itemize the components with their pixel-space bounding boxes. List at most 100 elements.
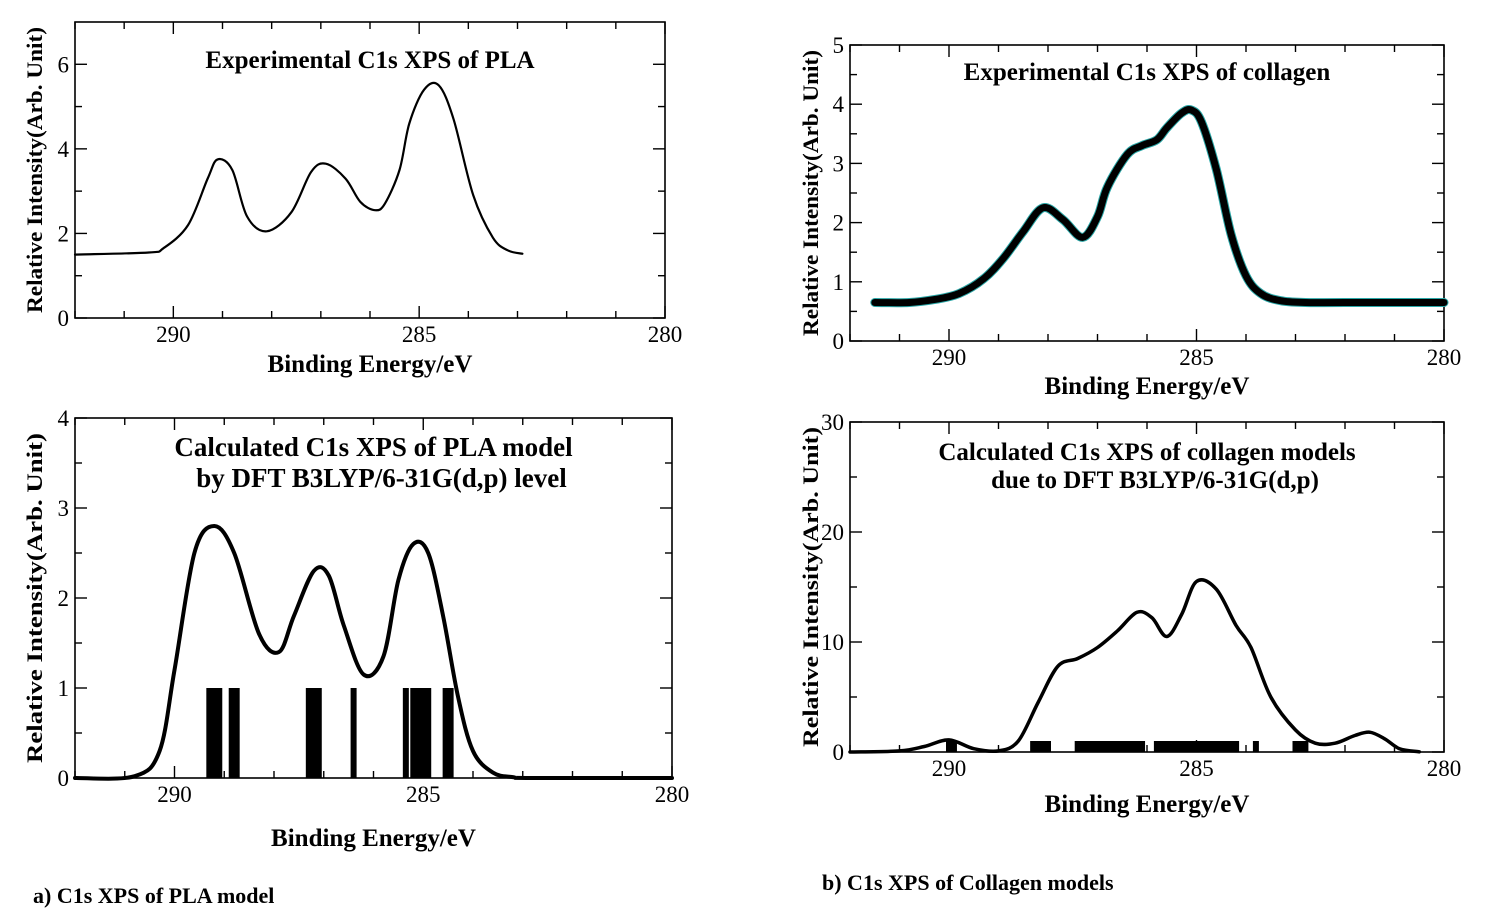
stick-bar xyxy=(950,741,957,752)
stick-bar xyxy=(305,688,312,778)
chart-collagen-calc: 290 285 280 0 10 20 30 Calculated C1s XPS of co… xyxy=(798,410,1461,818)
stick-bar xyxy=(946,741,952,752)
y-axis-label: Relative Intensity(Arb. Unit) xyxy=(798,50,823,336)
stick-bar xyxy=(1153,741,1160,752)
x-tick-label: 280 xyxy=(655,782,690,807)
x-tick-label: 285 xyxy=(406,782,441,807)
stick-bar xyxy=(211,688,218,778)
stick-bar xyxy=(1208,741,1215,752)
x-tick-label: 280 xyxy=(1427,756,1462,781)
stick-bar xyxy=(415,688,422,778)
y-tick-label: 10 xyxy=(821,630,844,655)
stick-bar xyxy=(1129,741,1136,752)
chart-pla-calc: 290 285 280 0 1 2 3 4 Calculated C1s XPS of PLA … xyxy=(22,406,689,852)
stick-bar xyxy=(1188,741,1195,752)
stick-bar xyxy=(447,688,454,778)
y-tick-label: 3 xyxy=(58,496,70,521)
stick-bar xyxy=(1252,741,1259,752)
y-tick-label: 0 xyxy=(58,306,70,331)
stick-bar xyxy=(1040,741,1047,752)
stick-bar xyxy=(1158,741,1165,752)
chart-subtitle: by DFT B3LYP/6-31G(d,p) level xyxy=(196,463,567,493)
stick-bar xyxy=(1213,741,1220,752)
stick-bar xyxy=(1168,741,1175,752)
y-tick-label: 6 xyxy=(58,52,70,77)
x-tick-label: 285 xyxy=(1179,345,1214,370)
stick-bar xyxy=(1124,741,1131,752)
stick-bar xyxy=(1094,741,1101,752)
series-line xyxy=(871,106,1448,307)
series-line xyxy=(73,81,524,256)
y-axis-label: Relative Intensity(Arb. Unit) xyxy=(22,433,47,763)
stick-bar xyxy=(1139,741,1146,752)
stick-bar xyxy=(1119,741,1126,752)
stick-bar xyxy=(1163,741,1170,752)
x-axis-label: Binding Energy/eV xyxy=(268,351,473,378)
stick-bar xyxy=(228,688,235,778)
y-tick-label: 0 xyxy=(58,766,70,791)
stick-bar xyxy=(402,688,409,778)
stick-bar xyxy=(310,688,317,778)
x-axis-label: Binding Energy/eV xyxy=(1045,791,1250,818)
stick-bar xyxy=(206,688,213,778)
stick-bar xyxy=(216,688,223,778)
stick-bar xyxy=(1045,741,1051,752)
stick-bar xyxy=(350,688,357,778)
caption-pla: a) C1s XPS of PLA model xyxy=(33,883,275,908)
x-tick-label: 285 xyxy=(1179,756,1214,781)
stick-bar xyxy=(420,688,427,778)
x-tick-label: 290 xyxy=(932,345,967,370)
x-tick-label: 290 xyxy=(156,322,191,347)
x-axis-label: Binding Energy/eV xyxy=(1045,373,1250,400)
chart-title: Experimental C1s XPS of collagen xyxy=(964,59,1331,86)
y-tick-label: 4 xyxy=(58,137,70,162)
stick-bar xyxy=(1302,741,1309,752)
stick-bar xyxy=(1183,741,1190,752)
stick-bar xyxy=(1233,741,1240,752)
stick-bar xyxy=(425,688,432,778)
stick-bar xyxy=(1292,741,1299,752)
stick-bar xyxy=(1114,741,1121,752)
series-line xyxy=(73,524,674,781)
stick-bar xyxy=(1198,741,1205,752)
y-tick-label: 1 xyxy=(58,676,70,701)
y-tick-label: 5 xyxy=(833,33,845,58)
stick-bar xyxy=(1228,741,1235,752)
stick-bar xyxy=(1104,741,1111,752)
stick-bar xyxy=(1089,741,1096,752)
y-tick-label: 0 xyxy=(833,740,845,765)
chart-collagen-exp: 290 285 280 0 1 2 3 4 5 Experimental C1s XPS of c… xyxy=(798,33,1461,400)
y-tick-label: 4 xyxy=(58,406,70,431)
y-tick-label: 1 xyxy=(833,270,845,295)
y-axis-label: Relative Intensity(Arb. Unit) xyxy=(798,427,823,747)
y-tick-label: 2 xyxy=(58,221,70,246)
x-tick-label: 290 xyxy=(932,756,967,781)
stick-bar xyxy=(1084,741,1091,752)
stick-bar xyxy=(1074,741,1081,752)
y-tick-label: 3 xyxy=(833,151,845,176)
stick-bar xyxy=(1173,741,1180,752)
stick-bar xyxy=(233,688,240,778)
x-axis-label: Binding Energy/eV xyxy=(271,825,476,852)
stick-bar xyxy=(1223,741,1230,752)
stick-bar xyxy=(315,688,322,778)
stick-bar xyxy=(1297,741,1304,752)
chart-subtitle: due to DFT B3LYP/6-31G(d,p) xyxy=(991,467,1319,494)
stick-bar xyxy=(1134,741,1141,752)
chart-title: Calculated C1s XPS of collagen models xyxy=(938,439,1356,466)
stick-bar xyxy=(1193,741,1200,752)
stick-bar xyxy=(410,688,417,778)
stick-bar xyxy=(1109,741,1116,752)
y-tick-label: 20 xyxy=(821,520,844,545)
x-tick-label: 285 xyxy=(402,322,437,347)
stick-bar xyxy=(1178,741,1185,752)
x-tick-label: 280 xyxy=(648,322,683,347)
stick-bar xyxy=(1030,741,1037,752)
stick-bar xyxy=(1203,741,1210,752)
series-line xyxy=(848,578,1422,754)
stick-bar xyxy=(1099,741,1106,752)
y-tick-label: 30 xyxy=(821,410,844,435)
y-tick-label: 2 xyxy=(833,211,845,236)
y-tick-label: 2 xyxy=(58,586,70,611)
